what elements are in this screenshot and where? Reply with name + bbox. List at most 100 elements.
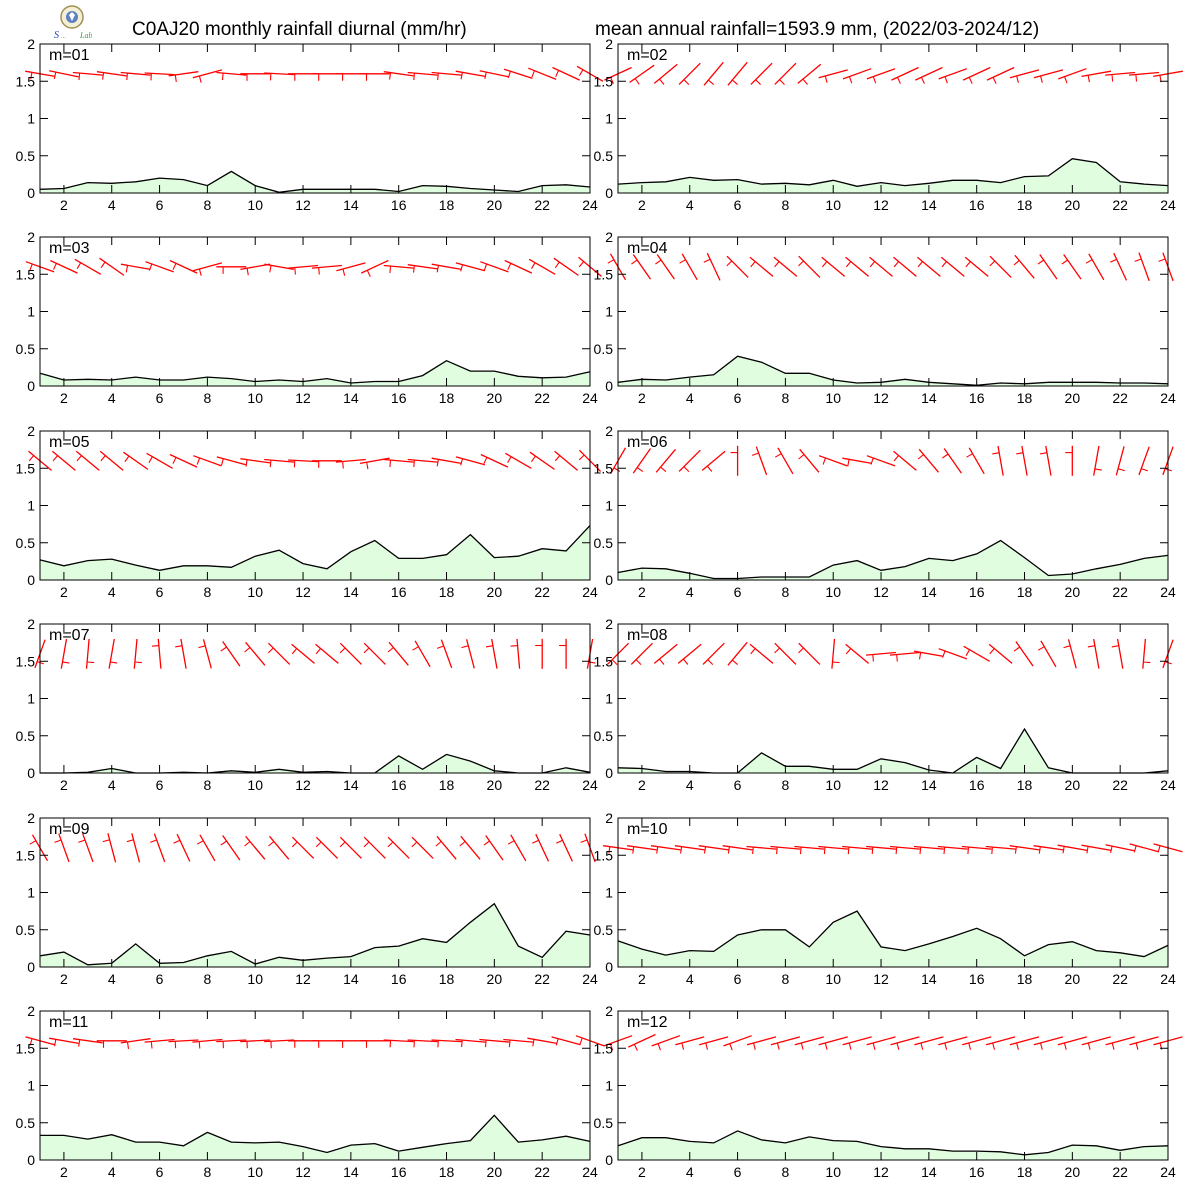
panel-10-wind-barb [937, 845, 968, 850]
panel-5-wind-tick [245, 459, 248, 467]
panel-6-wind-tick [1117, 468, 1125, 472]
panel-6-wind-barb [893, 450, 917, 471]
panel-2-wind-tick [1087, 75, 1090, 83]
panel-5-month-label: m=05 [49, 434, 90, 451]
panel-8-xtick-label: 22 [1112, 777, 1128, 793]
panel-11-rain-area [40, 1115, 590, 1160]
panel-12-wind-tick [1135, 1042, 1139, 1050]
panel-7-wind-tick [134, 661, 142, 664]
panel-7-wind-barb [245, 641, 266, 666]
panel-4-wind-barb [845, 256, 870, 277]
panel-5-ytick-label: 2 [27, 423, 35, 439]
panel-4-wind-tick [965, 261, 971, 268]
panel-7-wind-barb [339, 642, 362, 665]
panel-12-wind-barb [914, 1036, 944, 1046]
panel-3-wind-barb [504, 259, 533, 274]
panel-4-wind-barb [821, 256, 846, 277]
panel-1-wind-barb [431, 71, 462, 76]
panel-2-wind-barb [866, 68, 896, 80]
panel-10-xtick-label: 12 [873, 971, 889, 987]
panel-5-wind-barb [75, 450, 100, 471]
panel-2-month-label: m=02 [627, 47, 668, 64]
panel-9-xtick-label: 16 [391, 971, 407, 987]
panel-4-wind-tick [655, 259, 662, 265]
panel-10-wind-tick [1133, 845, 1137, 853]
panel-6-wind-barb [818, 455, 848, 467]
panel-2-wind-tick [634, 78, 640, 85]
panel-12-wind-tick [657, 1043, 662, 1051]
panel-12-wind-tick [681, 1042, 685, 1050]
panel-12-wind-barb [890, 1036, 920, 1046]
panel-2-wind-tick [731, 79, 738, 86]
panel-6-wind-tick [1141, 468, 1148, 472]
panel-9-xtick-label: 24 [582, 971, 598, 987]
panel-11-ytick-label: 2 [27, 1003, 35, 1019]
panel-9-xtick-label: 4 [108, 971, 116, 987]
panel-3-wind-tick [29, 263, 33, 271]
panel-7-xtick-label: 2 [60, 777, 68, 793]
panel-10-wind-tick [919, 847, 922, 855]
panel-8-wind-tick [1037, 646, 1045, 651]
panel-3-wind-tick [342, 268, 346, 276]
panel-4-wind-barb [749, 256, 774, 277]
panel-12-wind-barb [1009, 1036, 1040, 1046]
panel-11-wind-barb [551, 1036, 581, 1046]
panel-3-xtick-label: 6 [156, 390, 164, 406]
panel-3-wind-barb [50, 259, 78, 274]
panel-12-wind-tick [800, 1042, 804, 1050]
panel-7-wind-barb [157, 638, 162, 669]
panel-12-wind-tick [609, 1043, 614, 1051]
panel-3-wind-barb [120, 263, 151, 271]
panel-5-wind-tick [148, 456, 153, 463]
panel-5-wind-tick [100, 455, 106, 462]
panel-2-wind-tick [872, 76, 877, 84]
panel-10-wind-tick [1038, 846, 1041, 854]
panel-7-month-label: m=07 [49, 627, 90, 644]
svg-text:Lab: Lab [79, 31, 92, 40]
panel-12-wind-barb [1033, 1036, 1064, 1046]
panel-12-wind-tick [1063, 1042, 1067, 1050]
panel-5-wind-tick [507, 456, 512, 463]
panel-9-wind-barb [153, 833, 166, 863]
panel-1-wind-barb [407, 71, 438, 76]
panel-1-xtick-label: 6 [156, 197, 164, 213]
panel-2-xtick-label: 6 [734, 197, 742, 213]
panel-1-wind-barb [168, 71, 199, 77]
panel-5-wind-barb [51, 450, 76, 471]
panel-6-wind-barb [1093, 445, 1100, 476]
panel-8-wind-barb [702, 642, 725, 665]
panel-11-wind-barb [479, 1038, 510, 1043]
panel-4-wind-tick [821, 261, 828, 268]
panel-4-wind-tick [774, 261, 780, 268]
panel-2-wind-barb [678, 62, 701, 85]
panel-7-xtick-label: 24 [582, 777, 598, 793]
panel-7-ytick-label: 0 [27, 765, 35, 781]
panel-6-wind-barb [997, 445, 1004, 476]
panel-10-wind-tick [656, 846, 659, 854]
panel-12-wind-tick [633, 1044, 638, 1051]
panel-11-ytick-label: 0 [27, 1152, 35, 1168]
panel-7-wind-tick [485, 645, 493, 648]
panel-12-wind-barb [1081, 1036, 1111, 1046]
panel-6-wind-tick [822, 457, 827, 465]
panel-1-xtick-label: 10 [247, 197, 263, 213]
panel-10-wind-tick [727, 846, 730, 854]
panel-2-wind-barb [653, 63, 678, 84]
panel-3-wind-tick [198, 268, 202, 276]
panel-11-xtick-label: 24 [582, 1164, 598, 1180]
panel-8-xtick-label: 10 [825, 777, 841, 793]
panel-6-xtick-label: 24 [1160, 584, 1176, 600]
panel-1-wind-barb [96, 71, 127, 77]
panel-11-wind-barb [216, 1039, 247, 1043]
panel-2-wind-tick [707, 79, 715, 86]
panel-3-wind-tick [366, 270, 371, 277]
panel-7-wind-barb [516, 638, 521, 669]
panel-5-wind-tick [389, 460, 392, 468]
panel-3-wind-tick [318, 267, 320, 275]
panel-6-wind-tick [941, 453, 949, 459]
panel-1-xtick-label: 22 [534, 197, 550, 213]
panel-1-wind-tick [30, 72, 33, 80]
panel-12-wind-tick [752, 1042, 756, 1050]
panel-9-ytick-label: 2 [27, 810, 35, 826]
